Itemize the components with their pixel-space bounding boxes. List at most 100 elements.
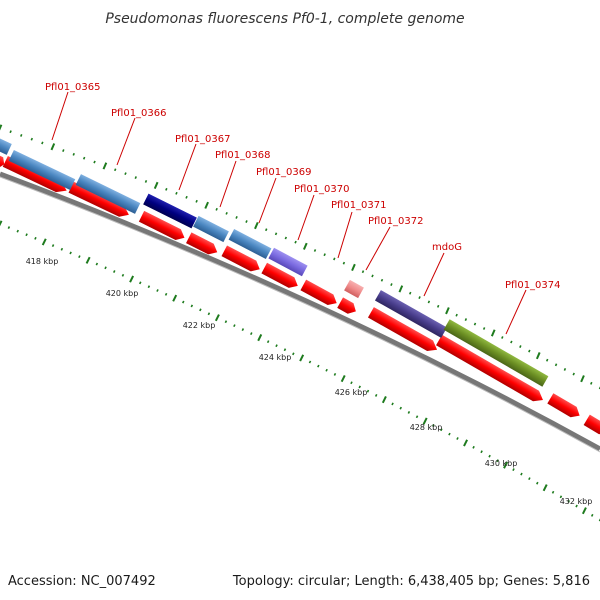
gene-label[interactable]: Pfl01_0365 — [45, 82, 101, 93]
cds-arrow[interactable] — [367, 307, 440, 355]
gene-feature[interactable] — [8, 149, 76, 191]
minor-tick — [501, 336, 504, 339]
minor-tick — [374, 393, 378, 397]
minor-tick — [25, 233, 28, 237]
major-tick — [340, 374, 346, 383]
gene-feature[interactable] — [443, 319, 549, 387]
cds-arrow[interactable] — [300, 279, 339, 309]
major-tick — [172, 294, 178, 302]
gene-feature[interactable] — [374, 290, 448, 338]
minor-tick — [456, 437, 459, 440]
major-tick — [254, 222, 259, 230]
gene-label[interactable]: Pfl01_0369 — [256, 167, 312, 178]
gene-feature[interactable] — [268, 247, 308, 277]
scale-label: 422 kbp — [183, 321, 216, 330]
cds-track — [0, 152, 600, 438]
gene-label[interactable]: Pfl01_0371 — [331, 200, 387, 211]
backbone-shadow — [0, 176, 600, 453]
minor-tick — [138, 281, 142, 285]
cds-arrow[interactable] — [186, 232, 220, 257]
minor-tick — [380, 278, 384, 282]
gene-label[interactable]: Pfl01_0366 — [111, 108, 167, 119]
major-tick — [351, 263, 356, 272]
minor-tick — [528, 349, 531, 353]
major-tick — [503, 461, 509, 469]
scale-label: 428 kbp — [410, 423, 443, 432]
map-title: Pseudomonas fluorescens Pf0-1, complete … — [105, 11, 464, 27]
minor-tick — [366, 389, 370, 393]
minor-tick — [313, 249, 317, 252]
tick-rings — [0, 124, 600, 522]
gene-label[interactable]: Pfl01_0370 — [294, 184, 350, 195]
minor-tick — [20, 134, 23, 137]
minor-tick — [113, 168, 117, 172]
minor-tick — [590, 381, 593, 385]
minor-tick — [144, 180, 148, 183]
major-tick — [0, 220, 3, 227]
minor-tick — [407, 411, 411, 414]
minor-tick — [207, 312, 211, 316]
gene-feature[interactable] — [344, 279, 364, 299]
major-tick — [398, 285, 404, 293]
minor-tick — [62, 149, 65, 152]
gene-label[interactable]: mdoG — [432, 242, 462, 253]
minor-tick — [60, 247, 64, 251]
leader-line — [51, 91, 69, 141]
major-tick — [50, 143, 56, 151]
cds-arrow[interactable] — [138, 210, 187, 243]
cds-arrow[interactable] — [436, 334, 546, 405]
gene-feature[interactable] — [143, 193, 197, 229]
minor-tick — [323, 253, 326, 257]
major-tick — [153, 181, 159, 190]
minor-tick — [455, 313, 458, 317]
cds-arrow[interactable] — [583, 414, 600, 438]
gene-feature[interactable] — [75, 174, 141, 214]
leader-line — [258, 177, 277, 224]
minor-tick — [418, 296, 421, 299]
gene-label[interactable]: Pfl01_0372 — [368, 216, 424, 227]
leader-line — [178, 143, 197, 191]
gene-label[interactable]: Pfl01_0374 — [505, 280, 561, 291]
gene-label[interactable]: Pfl01_0368 — [215, 150, 271, 161]
cds-arrow[interactable] — [221, 245, 262, 274]
minor-tick — [93, 160, 96, 164]
minor-tick — [215, 207, 218, 211]
major-tick — [129, 275, 135, 283]
minor-tick — [265, 228, 268, 232]
accession-label: Accession: NC_007492 — [8, 574, 156, 589]
gene-labels: Pfl01_0365 Pfl01_0366 Pfl01_0367 Pfl01_0… — [45, 82, 561, 335]
minor-tick — [124, 172, 127, 176]
minor-tick — [440, 428, 443, 432]
minor-tick — [275, 344, 278, 348]
cds-arrow[interactable] — [337, 297, 359, 316]
major-tick — [381, 396, 387, 404]
genome-summary: Topology: circular; Length: 6,438,405 bp… — [232, 574, 590, 589]
genome-backbone — [0, 171, 600, 452]
backbone-highlight — [0, 169, 600, 446]
gene-track — [0, 137, 549, 387]
minor-tick — [266, 340, 270, 344]
major-tick — [580, 375, 585, 383]
minor-tick — [472, 445, 475, 449]
minor-tick — [250, 332, 253, 336]
minor-tick — [241, 328, 245, 332]
minor-tick — [175, 191, 178, 195]
gene-feature[interactable] — [0, 137, 12, 155]
minor-tick — [156, 289, 159, 292]
cds-arrow[interactable] — [261, 262, 300, 291]
minor-tick — [575, 504, 578, 508]
cds-arrow[interactable] — [547, 393, 582, 421]
minor-tick — [225, 211, 228, 215]
gene-feature[interactable] — [193, 215, 229, 243]
gene-feature[interactable] — [228, 228, 272, 260]
leader-line — [297, 194, 315, 241]
major-tick — [257, 334, 263, 342]
minor-tick — [567, 500, 571, 503]
cds-arrow[interactable] — [68, 181, 132, 220]
minor-tick — [563, 367, 567, 371]
minor-tick — [358, 385, 361, 389]
major-tick — [445, 307, 450, 315]
minor-tick — [233, 324, 236, 328]
gene-label[interactable]: Pfl01_0367 — [175, 134, 231, 145]
minor-tick — [165, 187, 168, 191]
